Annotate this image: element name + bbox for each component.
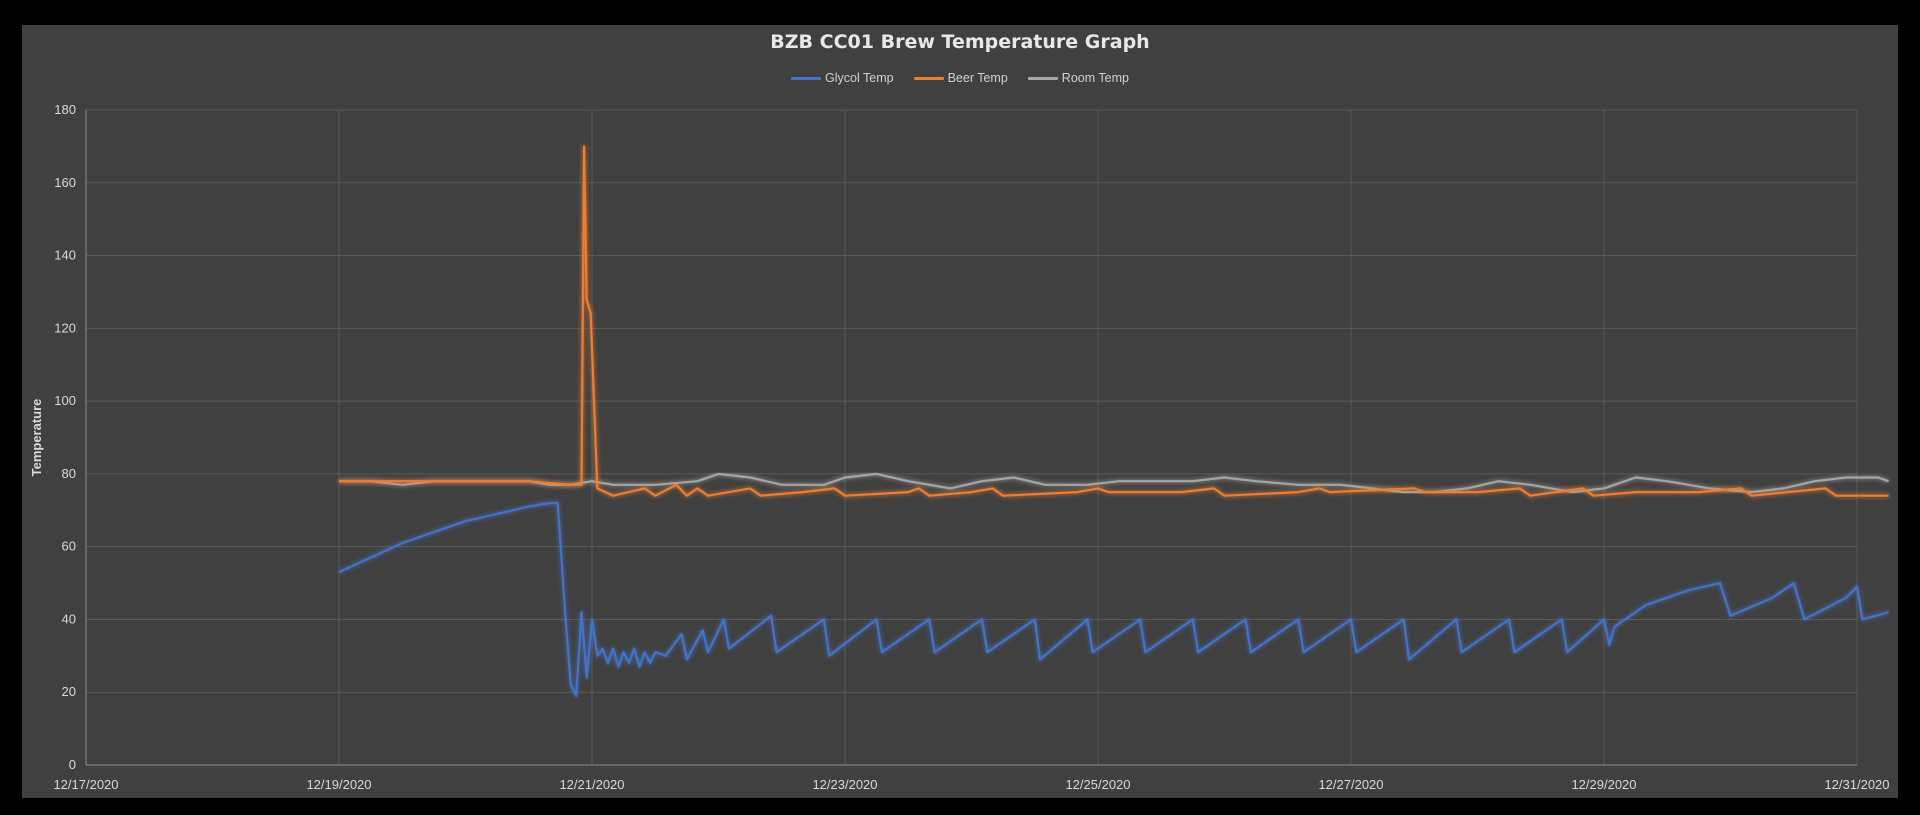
series-line-beer-temp	[339, 145, 1889, 497]
x-tick-label: 12/23/2020	[812, 777, 877, 792]
y-tick-label: 100	[54, 393, 76, 408]
x-tick-label: 12/19/2020	[306, 777, 371, 792]
chart-area: BZB CC01 Brew Temperature Graph Glycol T…	[22, 25, 1898, 798]
x-tick-label: 12/21/2020	[559, 777, 624, 792]
x-tick-label: 12/17/2020	[53, 777, 118, 792]
y-tick-label: 20	[62, 684, 76, 699]
x-tick-label: 12/29/2020	[1571, 777, 1636, 792]
x-tick-label: 12/27/2020	[1318, 777, 1383, 792]
legend: Glycol Temp Beer Temp Room Temp	[22, 71, 1898, 85]
legend-item-glycol: Glycol Temp	[791, 71, 894, 85]
plot-svg: 0 20 40 60 80 100 120 140 160 180 12/17/2020 12/19/…	[29, 102, 1890, 792]
series-line-glycol-temp	[338, 501, 1889, 697]
legend-swatch-beer	[913, 76, 944, 80]
legend-label-beer: Beer Temp	[947, 71, 1008, 85]
y-tick-label: 40	[62, 611, 76, 626]
legend-swatch-glycol	[791, 76, 822, 80]
y-tick-label: 60	[62, 539, 76, 554]
y-tick-label: 80	[62, 466, 76, 481]
legend-label-room: Room Temp	[1061, 71, 1129, 85]
chart-title: BZB CC01 Brew Temperature Graph	[770, 31, 1150, 53]
y-tick-label: 120	[54, 320, 76, 335]
legend-item-room: Room Temp	[1027, 71, 1129, 85]
legend-label-glycol: Glycol Temp	[825, 71, 894, 85]
legend-item-beer: Beer Temp	[913, 71, 1008, 85]
x-tick-label: 12/25/2020	[1065, 777, 1130, 792]
series-line-room-temp	[339, 472, 1889, 494]
legend-swatch-room	[1027, 76, 1058, 80]
y-tick-label: 140	[54, 248, 76, 263]
y-axis-label: Temperature	[29, 399, 44, 477]
y-tick-label: 180	[54, 102, 76, 117]
y-tick-label: 160	[54, 175, 76, 190]
y-tick-label: 0	[69, 757, 76, 772]
x-tick-label: 12/31/2020	[1824, 777, 1889, 792]
